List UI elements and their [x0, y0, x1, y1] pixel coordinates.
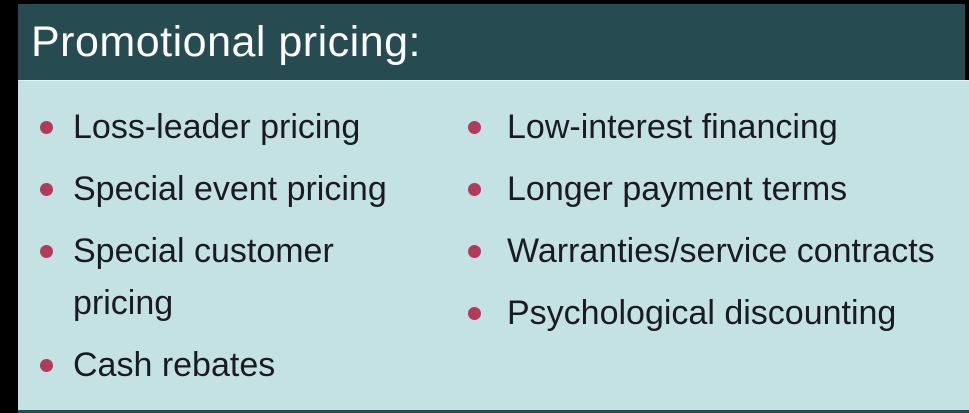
- bullet-icon: [468, 121, 481, 134]
- list-item: Psychological discounting: [468, 287, 965, 339]
- bullet-columns: Loss-leader pricing Special event pricing…: [18, 81, 969, 413]
- list-item: Low-interest financing: [468, 101, 965, 153]
- bullet-icon: [468, 245, 481, 258]
- list-item-label: Warranties/service contracts: [507, 232, 935, 270]
- list-item-label: Special customer pricing: [73, 232, 334, 322]
- bullet-icon: [40, 121, 53, 134]
- list-item-label: Cash rebates: [73, 346, 276, 384]
- bullet-list-left: Loss-leader pricing Special event pricing…: [40, 101, 468, 413]
- page-title: Promotional pricing:: [31, 17, 422, 66]
- list-item: Special customer pricing: [40, 225, 468, 329]
- bullet-icon: [468, 183, 481, 196]
- bullet-icon: [40, 245, 53, 258]
- bullet-icon: [40, 359, 53, 372]
- list-item: Cash rebates: [40, 339, 468, 391]
- list-item-label: Low-interest financing: [507, 108, 838, 146]
- list-item: Warranties/service contracts: [468, 225, 965, 277]
- list-item-label: Psychological discounting: [507, 294, 897, 332]
- content-area: Loss-leader pricing Special event pricing…: [18, 80, 969, 413]
- list-item-label: Longer payment terms: [507, 170, 848, 208]
- list-item-label: Special event pricing: [73, 170, 387, 208]
- title-bar: Promotional pricing:: [18, 4, 965, 80]
- list-item-label: Loss-leader pricing: [73, 108, 361, 146]
- list-item: Special event pricing: [40, 163, 468, 215]
- bullet-icon: [468, 307, 481, 320]
- bullet-list-right: Low-interest financing Longer payment ter…: [468, 101, 965, 413]
- list-item: Loss-leader pricing: [40, 101, 468, 153]
- bottom-accent-bar: [18, 410, 969, 413]
- list-item: Longer payment terms: [468, 163, 965, 215]
- bullet-icon: [40, 183, 53, 196]
